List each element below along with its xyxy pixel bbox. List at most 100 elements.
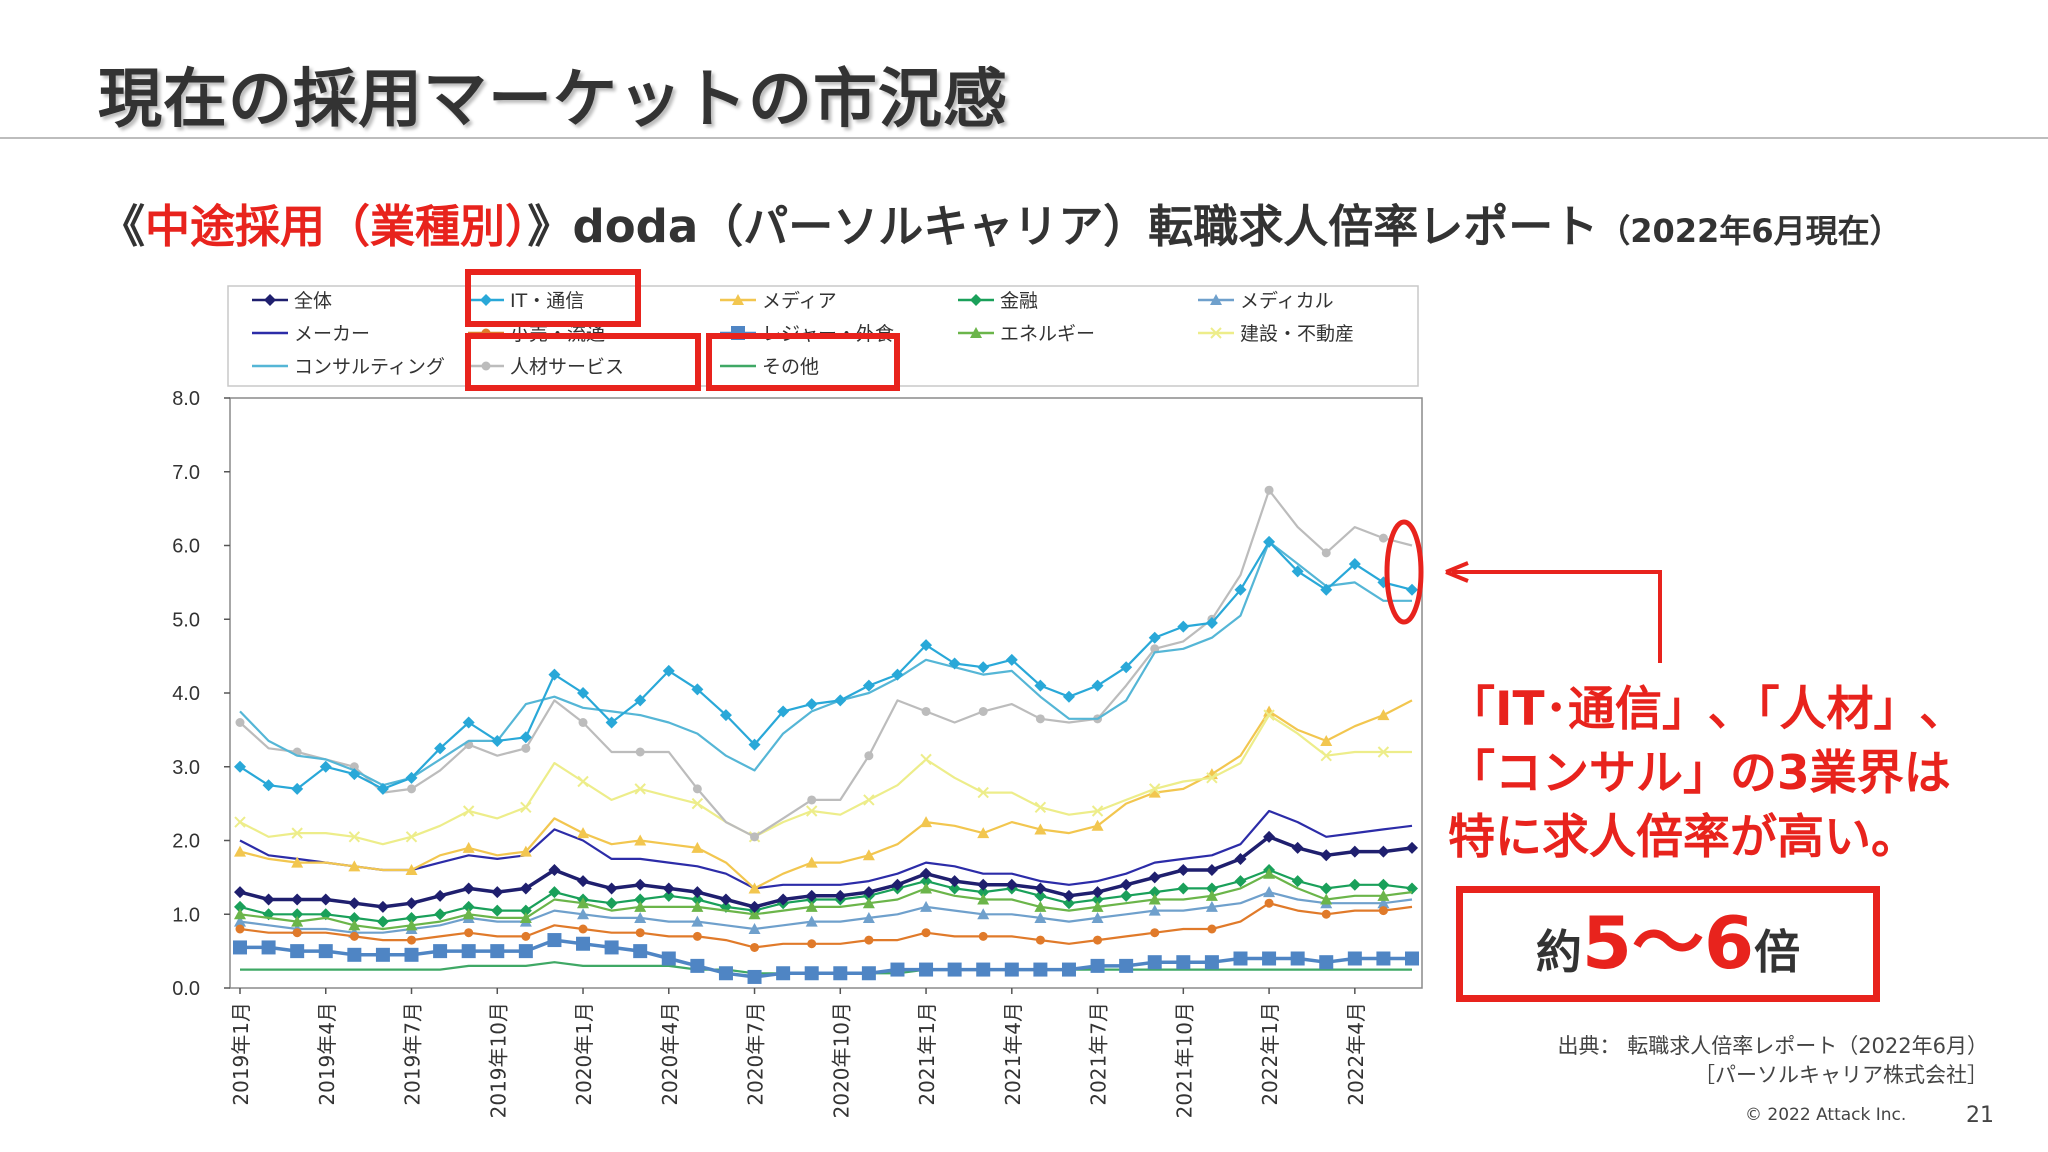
series-11-point: [635, 747, 645, 757]
series-6-point: [864, 935, 874, 945]
series-3-point: [605, 897, 618, 910]
series-9-point: [405, 831, 418, 843]
series-8-point: [1320, 893, 1333, 905]
series-1-point: [948, 657, 961, 670]
series-0-point: [348, 897, 361, 910]
series-8-point: [634, 900, 647, 912]
series-9-line: [239, 713, 1412, 846]
series-1-point: [1177, 620, 1190, 633]
series-7-point: [1290, 951, 1305, 966]
series-0-point: [634, 878, 647, 891]
series-6-point: [750, 942, 760, 952]
series-6-point: [807, 939, 817, 949]
series-3-point: [1148, 886, 1161, 899]
y-tick-label: 1.0: [172, 904, 200, 926]
series-1-point: [1320, 583, 1333, 596]
series-0-point: [1406, 841, 1418, 854]
series-1-point: [920, 639, 933, 652]
series-7-point: [604, 940, 619, 955]
series-7-point: [318, 944, 333, 959]
series-2-point: [748, 882, 761, 894]
series-1-point: [1062, 690, 1075, 703]
y-tick-label: 4.0: [172, 683, 200, 705]
series-1-line: [239, 540, 1413, 791]
series-8-point: [1148, 893, 1161, 905]
series-1-point: [748, 738, 761, 751]
series-3-point: [977, 886, 990, 899]
series-9-point: [805, 805, 818, 817]
subtitle-highlight: 中途採用（業種別）: [145, 200, 528, 253]
legend-label: 全体: [294, 290, 332, 312]
series-8-point: [1091, 900, 1104, 912]
series-7-point: [1262, 951, 1277, 966]
series-6-point: [1321, 909, 1331, 919]
x-tick-label: 2020年7月: [744, 1002, 768, 1106]
series-4-point: [1377, 897, 1390, 909]
page-number: 21: [1966, 1103, 1994, 1128]
series-9-point: [1377, 746, 1390, 758]
series-9-point: [1149, 783, 1161, 795]
legend-point: [1210, 294, 1222, 305]
legend-label: エネルギー: [1000, 323, 1095, 345]
series-6-point: [1093, 935, 1103, 945]
series-0-point: [577, 875, 590, 888]
x-tick-label: 2021年4月: [1001, 1002, 1025, 1106]
series-6-point: [692, 931, 702, 941]
callout-arrow-line: [1452, 570, 1662, 663]
legend-label: 建設・不動産: [1240, 323, 1354, 345]
series-1-point: [405, 771, 418, 784]
series-0-point: [548, 864, 561, 876]
series-1-point: [462, 716, 475, 729]
series-0-point: [1034, 882, 1047, 895]
series-3-point: [1177, 882, 1190, 895]
series-3-point: [1348, 878, 1361, 891]
y-tick-label: 8.0: [172, 388, 200, 410]
series-1-point: [719, 709, 732, 722]
x-tick-label: 2019年7月: [401, 1002, 425, 1106]
series-2-point: [634, 834, 647, 846]
series-8-point: [920, 882, 933, 894]
series-7-point: [919, 962, 934, 977]
series-3-point: [348, 911, 361, 924]
series-4-point: [1034, 911, 1047, 923]
y-tick-label: 6.0: [172, 536, 200, 558]
legend-label: IT・通信: [510, 290, 584, 312]
x-tick-label: 2020年10月: [829, 1002, 853, 1118]
series-9-point: [520, 801, 532, 814]
title-divider: [0, 137, 2048, 139]
series-6-point: [521, 931, 531, 941]
series-0-point: [862, 886, 875, 899]
series-7-point: [433, 944, 448, 959]
series-2-point: [405, 864, 418, 875]
callout-line-1: 「IT･通信」､「人材」､: [1448, 682, 1945, 737]
legend-point: [264, 294, 276, 306]
series-9-point: [291, 827, 303, 839]
series-2-point: [1377, 709, 1390, 721]
series-7-point: [1090, 958, 1105, 973]
series-1-point: [891, 668, 904, 681]
series-0-point: [434, 889, 447, 902]
series-1-point: [548, 668, 561, 681]
series-4-point: [234, 915, 246, 927]
x-tick-label: 2019年10月: [486, 1002, 510, 1118]
series-7-point: [290, 944, 305, 959]
subtitle-date: （2022年6月現在）: [1598, 212, 1902, 250]
series-7-point: [490, 944, 505, 959]
series-7-point: [1176, 955, 1191, 970]
legend-point: [481, 361, 491, 371]
series-2-point: [291, 856, 304, 868]
series-2-point: [920, 816, 933, 828]
series-7-point: [547, 933, 562, 948]
series-8-point: [1377, 889, 1390, 901]
series-0-point: [234, 886, 246, 899]
series-8-point: [862, 897, 875, 909]
series-2-point: [1148, 786, 1161, 798]
series-4-point: [634, 911, 647, 923]
series-1-point: [1034, 679, 1047, 692]
subtitle-main: 》doda（パーソルキャリア）転職求人倍率レポート: [527, 200, 1599, 253]
series-1-point: [862, 679, 875, 692]
source-line-1: 出典： 転職求人倍率レポート（2022年6月）: [1557, 1034, 1988, 1058]
series-1-point: [491, 734, 504, 747]
series-0-point: [1148, 871, 1161, 884]
series-1-point: [1234, 583, 1247, 596]
